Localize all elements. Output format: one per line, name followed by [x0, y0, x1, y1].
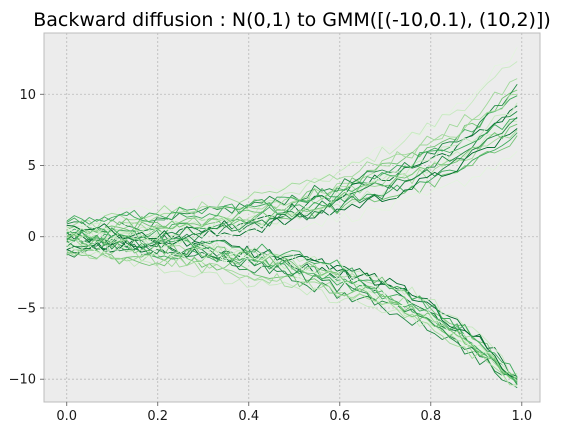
plot-frame	[43, 32, 541, 403]
series-lines	[66, 46, 518, 389]
x-tick-label: 0.4	[238, 409, 259, 424]
series-line	[66, 95, 518, 245]
series-line	[66, 132, 518, 225]
y-tick-label: 5	[28, 159, 36, 174]
x-axis: 0.0 0.2 0.4 0.6 0.8 1.0	[56, 402, 532, 424]
series-line	[66, 102, 518, 237]
series-line	[66, 239, 518, 377]
series-line	[66, 239, 518, 387]
series-line	[66, 223, 518, 380]
y-tick-label: −10	[9, 373, 36, 388]
series-line	[66, 247, 518, 386]
series-line	[66, 123, 518, 233]
series-line	[66, 105, 518, 254]
x-tick-label: 0.8	[420, 409, 441, 424]
series-line	[66, 229, 518, 380]
series-line	[66, 78, 518, 242]
series-line	[66, 244, 518, 375]
plot-area	[44, 33, 540, 402]
y-tick-label: 0	[28, 230, 36, 245]
x-tick-label: 0.0	[56, 409, 77, 424]
series-line	[66, 61, 518, 247]
series-line	[66, 227, 518, 376]
series-line	[66, 238, 518, 389]
x-tick-label: 1.0	[511, 409, 532, 424]
series-line	[66, 233, 518, 386]
y-tick-label: −5	[17, 301, 36, 316]
series-line	[66, 251, 518, 383]
x-tick-label: 0.2	[147, 409, 168, 424]
series-line	[66, 227, 518, 379]
series-line	[66, 118, 518, 225]
y-tick-label: 10	[19, 88, 36, 103]
y-axis: −10 −5 0 5 10	[9, 88, 44, 388]
series-line	[66, 93, 518, 239]
x-tick-label: 0.6	[329, 409, 350, 424]
chart-title: Backward diffusion : N(0,1) to GMM([(-10…	[33, 9, 551, 31]
series-line	[66, 233, 518, 381]
series-line	[66, 111, 518, 258]
